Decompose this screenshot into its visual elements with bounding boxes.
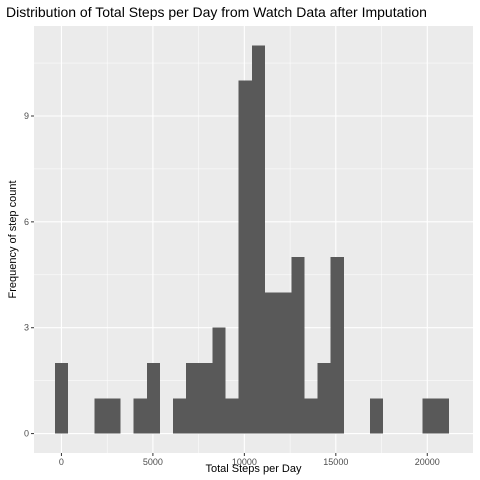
histogram-bar [304,398,318,434]
x-axis-title: Total Steps per Day [206,463,302,475]
histogram-bar [173,398,187,434]
histogram-bar [265,292,279,434]
y-tick-label: 0 [24,429,29,439]
histogram-bar [199,363,213,434]
histogram-bar [186,363,200,434]
histogram-bar [422,398,436,434]
histogram-bar [291,257,305,434]
x-tick-label: 5000 [143,457,163,467]
histogram-bar [238,80,252,434]
histogram-bars [54,45,449,434]
histogram-bar [251,45,266,434]
chart-title: Distribution of Total Steps per Day from… [6,4,427,20]
x-tick-label: 10000 [232,457,257,467]
histogram-bar [370,398,384,434]
histogram-bar [317,363,331,434]
y-tick-label: 9 [24,111,29,121]
histogram-bar [435,398,449,434]
x-tick-label: 15000 [323,457,348,467]
x-axis: 0 5000 10000 15000 20000 [59,453,440,467]
y-tick-label: 3 [24,323,29,333]
x-tick-label: 0 [59,457,64,467]
y-axis: 0 3 6 9 [24,111,34,439]
histogram-bar [225,398,239,434]
x-tick-label: 20000 [415,457,440,467]
histogram-bar [107,398,121,434]
histogram-bar [94,398,108,434]
histogram-bar [146,363,160,434]
histogram-bar [133,398,147,434]
histogram-bar [278,292,292,434]
histogram-bar [212,327,226,434]
y-axis-title: Frequency of step count [7,180,19,298]
histogram-bar [54,363,69,434]
y-tick-label: 6 [24,217,29,227]
histogram-bar [330,257,344,434]
